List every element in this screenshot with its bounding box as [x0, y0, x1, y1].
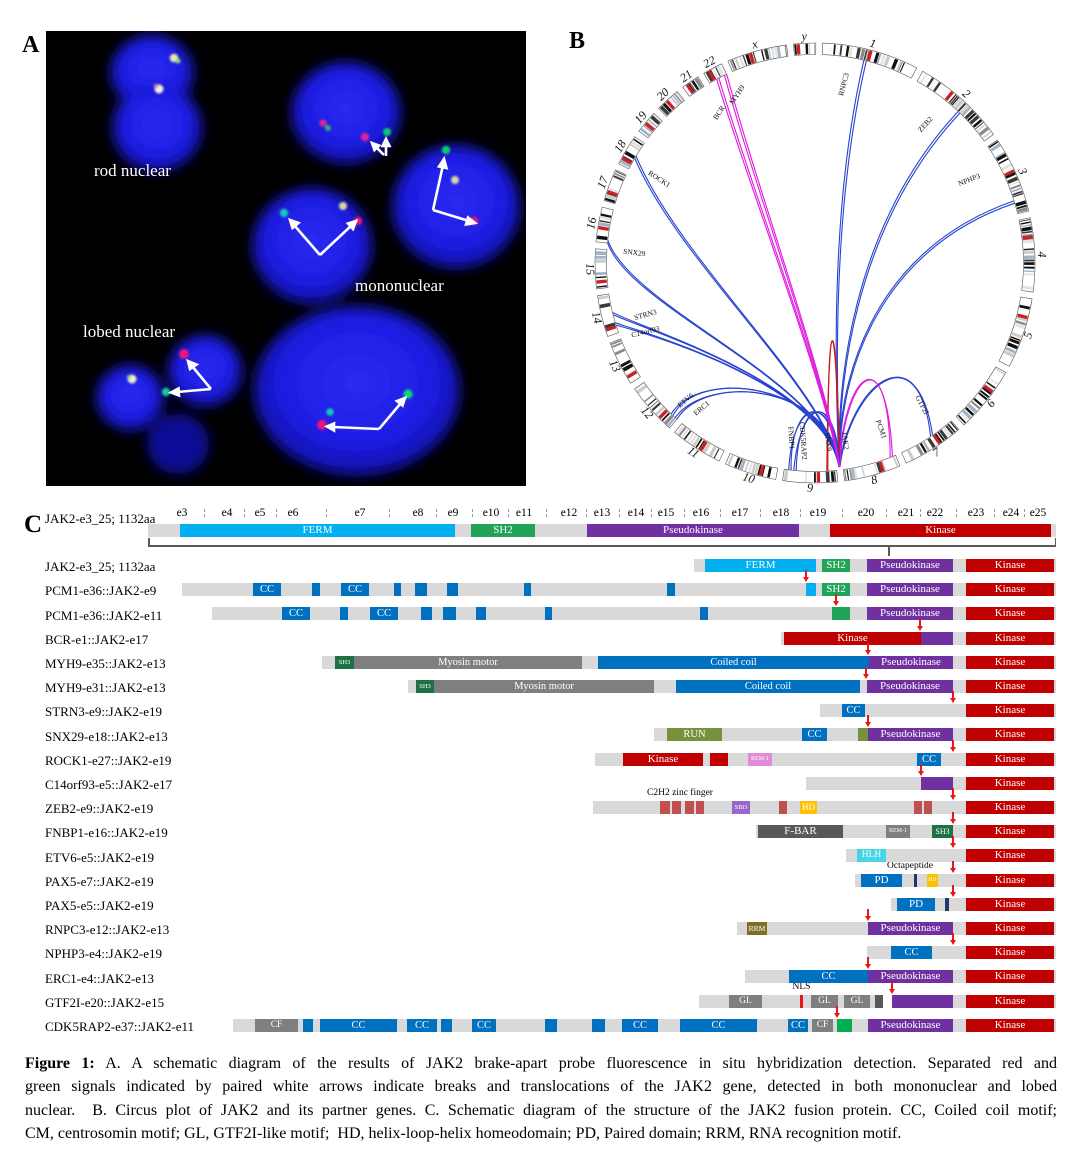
- svg-text:2: 2: [960, 86, 974, 100]
- svg-text:3: 3: [1015, 165, 1031, 177]
- svg-text:4: 4: [1035, 251, 1049, 257]
- svg-text:5: 5: [1020, 330, 1035, 340]
- svg-text:BCR: BCR: [711, 104, 727, 121]
- svg-text:9: 9: [807, 481, 813, 495]
- svg-text:1: 1: [868, 36, 877, 51]
- svg-text:10: 10: [741, 469, 757, 486]
- svg-text:rod nuclear: rod nuclear: [94, 161, 171, 180]
- svg-text:6: 6: [983, 396, 998, 409]
- svg-text:x: x: [749, 36, 759, 51]
- svg-text:ZEB2: ZEB2: [916, 114, 935, 134]
- svg-text:PCM1: PCM1: [874, 418, 889, 440]
- svg-text:STRN3: STRN3: [633, 307, 658, 322]
- svg-text:8: 8: [869, 472, 878, 487]
- svg-text:SNX9: SNX9: [823, 432, 834, 452]
- svg-text:RNPC3: RNPC3: [836, 72, 851, 97]
- svg-text:NPHP3: NPHP3: [957, 171, 982, 188]
- svg-text:mononuclear: mononuclear: [355, 276, 444, 295]
- svg-text:GTF2I: GTF2I: [913, 394, 931, 417]
- svg-text:CDK5RAP2: CDK5RAP2: [798, 422, 810, 461]
- svg-text:ETV6: ETV6: [675, 391, 695, 410]
- svg-text:y: y: [800, 29, 808, 43]
- svg-text:14: 14: [589, 310, 605, 325]
- svg-text:lobed nuclear: lobed nuclear: [83, 322, 175, 341]
- svg-text:SNX29: SNX29: [623, 247, 647, 259]
- svg-text:15: 15: [583, 263, 597, 275]
- svg-text:JAK2: JAK2: [840, 431, 851, 450]
- svg-text:22: 22: [701, 53, 718, 71]
- svg-text:FNBP1: FNBP1: [786, 426, 797, 449]
- svg-text:16: 16: [583, 216, 599, 230]
- svg-text:13: 13: [606, 357, 624, 374]
